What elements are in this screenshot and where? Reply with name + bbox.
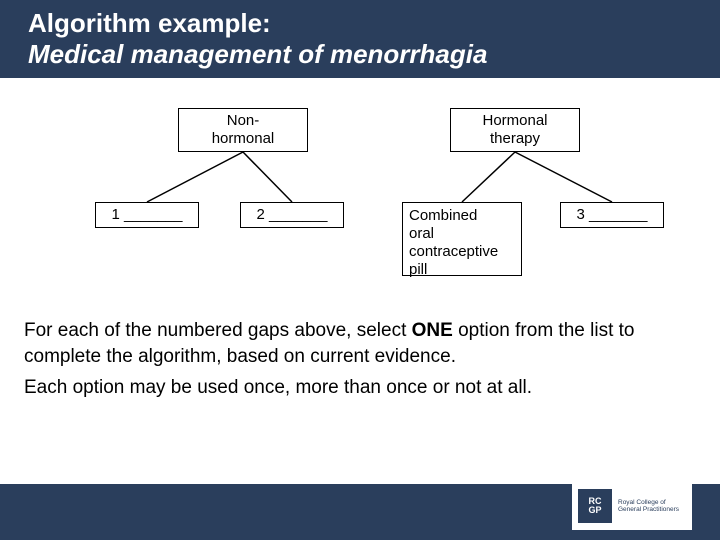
node-gap3: 3 _______	[560, 202, 664, 228]
title-line2: Medical management of menorrhagia	[28, 39, 720, 70]
logo-text: Royal College ofGeneral Practitioners	[618, 499, 679, 514]
node-nonhormonal: Non-hormonal	[178, 108, 308, 152]
instr-text-a: For each of the numbered gaps above, sel…	[24, 320, 412, 341]
node-gap1: 1 _______	[95, 202, 199, 228]
instructions-block: For each of the numbered gaps above, sel…	[0, 308, 720, 401]
title-header: Algorithm example: Medical management of…	[0, 0, 720, 78]
edge-nonhormonal-gap1	[147, 152, 243, 202]
title-line1: Algorithm example:	[28, 8, 720, 39]
instructions-line1: For each of the numbered gaps above, sel…	[24, 318, 696, 369]
node-coc: Combinedoralcontraceptivepill	[402, 202, 522, 276]
logo-mark: RCGP	[578, 489, 612, 523]
algorithm-diagram: Non-hormonal Hormonaltherapy 1 _______ 2 __…	[0, 78, 720, 308]
diagram-connectors	[0, 78, 720, 308]
node-gap2: 2 _______	[240, 202, 344, 228]
edge-nonhormonal-gap2	[243, 152, 292, 202]
node-hormonal: Hormonaltherapy	[450, 108, 580, 152]
rcgp-logo: RCGP Royal College ofGeneral Practitione…	[572, 482, 692, 530]
edge-hormonal-gap3	[515, 152, 612, 202]
edge-hormonal-coc	[462, 152, 515, 202]
instr-bold: ONE	[412, 320, 453, 341]
footer-band: RCGP Royal College ofGeneral Practitione…	[0, 484, 720, 540]
instructions-line2: Each option may be used once, more than …	[24, 375, 696, 401]
